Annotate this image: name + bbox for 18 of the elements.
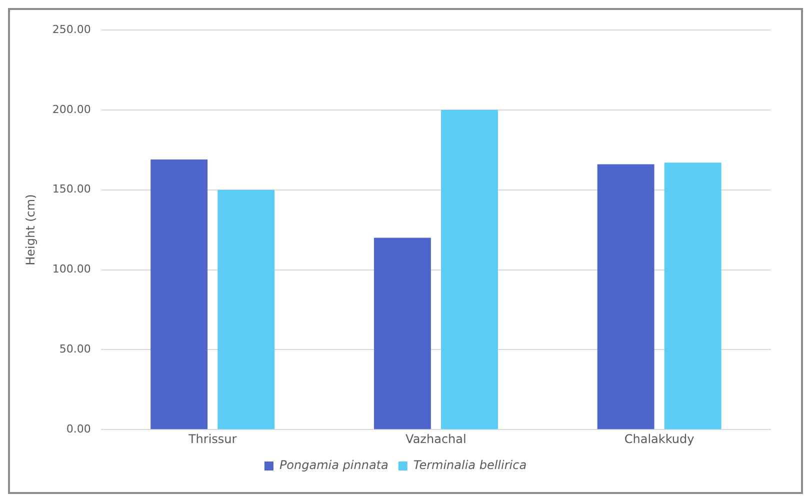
legend-label: Pongamia pinnata — [279, 458, 388, 472]
bar — [664, 162, 722, 430]
bar — [597, 164, 654, 430]
y-tick-label: 200.00 — [52, 102, 91, 116]
legend-label: Terminalia bellirica — [413, 458, 527, 472]
bar — [374, 238, 431, 430]
y-tick-label: 100.00 — [52, 262, 91, 276]
x-tick-label: Vazhachal — [406, 432, 466, 446]
x-tick-label: Thrissur — [187, 432, 237, 446]
x-tick-label: Chalakkudy — [624, 432, 694, 446]
y-axis-title: Height (cm) — [23, 194, 38, 266]
y-tick-label: 150.00 — [52, 182, 91, 196]
y-tick-label: 0.00 — [66, 422, 91, 436]
y-tick-label: 250.00 — [52, 22, 91, 36]
y-tick-label: 50.00 — [59, 342, 91, 356]
bar — [218, 190, 275, 430]
bar — [150, 159, 208, 430]
bar — [440, 110, 498, 430]
